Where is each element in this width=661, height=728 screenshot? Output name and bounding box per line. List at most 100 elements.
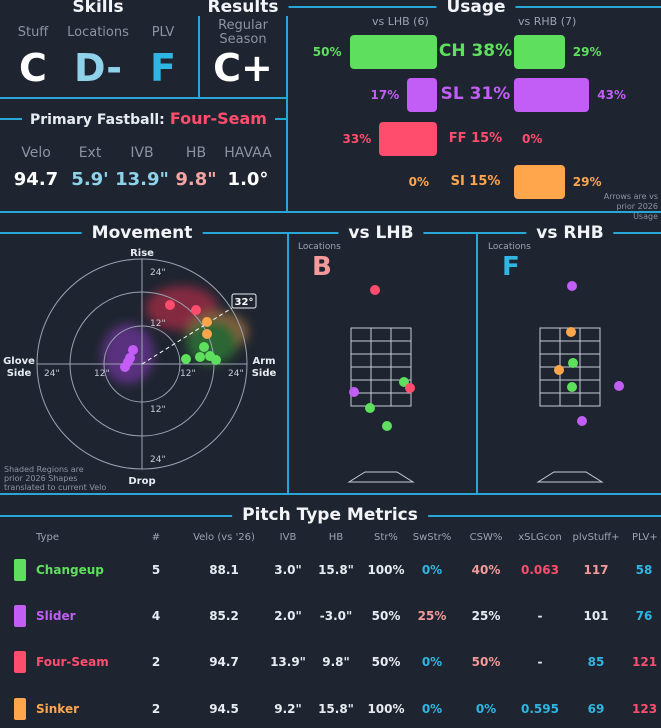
table-cell-ivb: 3.0"	[274, 563, 302, 577]
table-cell-str: 50%	[371, 655, 401, 669]
usage-pct-lhb: 50%	[312, 45, 342, 59]
usage-pct-rhb: 0%	[522, 132, 543, 146]
ring-12-top: 12"	[150, 319, 166, 329]
arm-side-label-2: Side	[252, 368, 277, 379]
glove-side-label-2: Side	[7, 368, 32, 379]
usage-note: Arrows are vs prior 2026 Usage	[603, 192, 658, 221]
results-grade: C+	[213, 46, 273, 90]
usage-bar-lhb	[349, 35, 437, 69]
ring-24-bottom: 24"	[150, 455, 166, 465]
divider	[0, 232, 661, 234]
divider	[198, 0, 200, 98]
table-header: xSLGcon	[518, 532, 562, 543]
table-cell-type: Slider	[36, 609, 76, 623]
vs-rhb-location-plot	[536, 281, 624, 483]
table-cell-ivb: 9.2"	[274, 702, 302, 716]
table-cell-hb: 15.8"	[318, 563, 354, 577]
divider	[0, 97, 287, 99]
table-cell-swstr: 0%	[421, 655, 443, 669]
hb-value: 9.8"	[175, 169, 217, 190]
table-cell-stuff: 69	[587, 702, 605, 716]
primary-fastball-header: Primary Fastball: Four-Seam	[22, 109, 275, 128]
plv-grade: F	[150, 46, 176, 90]
ring-12-left: 12"	[94, 369, 110, 379]
usage-pct-rhb: 29%	[572, 175, 602, 189]
table-cell-swstr: 0%	[421, 702, 443, 716]
skills-title: Skills	[62, 0, 134, 16]
ring-12-right: 12"	[180, 369, 196, 379]
table-header: IVB	[279, 532, 297, 543]
usage-pct-rhb: 43%	[597, 88, 626, 102]
sl-movement-point	[120, 362, 130, 372]
usage-pitch-name: SI 15%	[450, 174, 501, 189]
table-cell-xslg: -	[537, 609, 543, 623]
movement-title: Movement	[81, 224, 203, 242]
plv-label: PLV	[151, 25, 175, 40]
table-cell-count: 4	[151, 609, 161, 623]
table-cell-stuff: 85	[587, 655, 605, 669]
ext-label: Ext	[78, 145, 102, 161]
movement-plot: 32° 24" 12" 12" 24" 24" 12" 12" 24" Rise…	[3, 248, 277, 487]
metrics-title: Pitch Type Metrics	[232, 506, 428, 524]
table-cell-count: 2	[151, 702, 161, 716]
table-cell-csw: 40%	[471, 563, 501, 577]
usage-pitch-name: FF 15%	[448, 131, 503, 146]
table-cell-velo: 94.5	[209, 702, 239, 716]
table-cell-velo: 94.7	[209, 655, 239, 669]
table-cell-str: 100%	[367, 563, 405, 577]
usage-vs-rhb-label: vs RHB (7)	[518, 15, 577, 28]
table-cell-str: 100%	[367, 702, 405, 716]
ext-value: 5.9'	[71, 169, 109, 190]
vs-rhb-locations-label: Locations	[488, 242, 531, 252]
arm-angle-box	[231, 293, 257, 309]
stuff-grade: C	[19, 46, 47, 90]
table-cell-velo: 85.2	[209, 609, 239, 623]
table-cell-xslg: -	[537, 655, 543, 669]
table-cell-swstr: 25%	[417, 609, 447, 623]
table-cell-csw: 25%	[471, 609, 501, 623]
velo-value: 94.7	[13, 169, 59, 190]
table-cell-hb: 15.8"	[318, 702, 354, 716]
table-cell-csw: 0%	[475, 702, 497, 716]
glove-side-label-1: Glove	[3, 356, 35, 367]
usage-pct-lhb: 0%	[408, 175, 429, 189]
havaa-value: 1.0°	[227, 169, 269, 190]
pitch-color-swatch	[14, 605, 26, 627]
table-cell-ivb: 2.0"	[274, 609, 302, 623]
table-header: Type	[36, 532, 59, 543]
vs-lhb-location-plot	[347, 285, 415, 483]
table-cell-velo: 88.1	[209, 563, 239, 577]
usage-pitch-name: SL 31%	[440, 84, 511, 104]
results-label: Regular Season	[218, 18, 268, 47]
table-cell-str: 50%	[371, 609, 401, 623]
divider	[287, 232, 289, 494]
divider	[286, 0, 288, 212]
table-cell-plv: 121	[632, 655, 658, 669]
usage-pitch-name: CH 38%	[438, 41, 513, 61]
si-movement-point	[202, 329, 212, 339]
ch-location	[567, 382, 577, 392]
stuff-label: Stuff	[17, 25, 49, 40]
si-location	[566, 327, 576, 337]
table-cell-stuff: 117	[583, 563, 609, 577]
ch-location	[365, 403, 375, 413]
ff-location	[370, 285, 380, 295]
table-header: HB	[328, 532, 344, 543]
table-cell-stuff: 101	[583, 609, 609, 623]
table-cell-count: 2	[151, 655, 161, 669]
drop-label: Drop	[128, 476, 155, 487]
table-header: plvStuff+	[572, 532, 620, 543]
table-cell-hb: -3.0"	[319, 609, 353, 623]
pitch-color-swatch	[14, 651, 26, 673]
divider	[0, 211, 661, 213]
vs-lhb-grade: B	[312, 252, 332, 282]
usage-bar-rhb	[514, 35, 565, 69]
rise-label: Rise	[130, 248, 154, 259]
usage-bar-rhb	[514, 78, 590, 112]
sl-movement-point	[128, 345, 138, 355]
ch-location	[568, 358, 578, 368]
usage-bar-rhb	[514, 165, 565, 199]
usage-pct-lhb: 17%	[370, 88, 400, 102]
table-cell-hb: 9.8"	[322, 655, 350, 669]
ring-24-right: 24"	[228, 369, 244, 379]
